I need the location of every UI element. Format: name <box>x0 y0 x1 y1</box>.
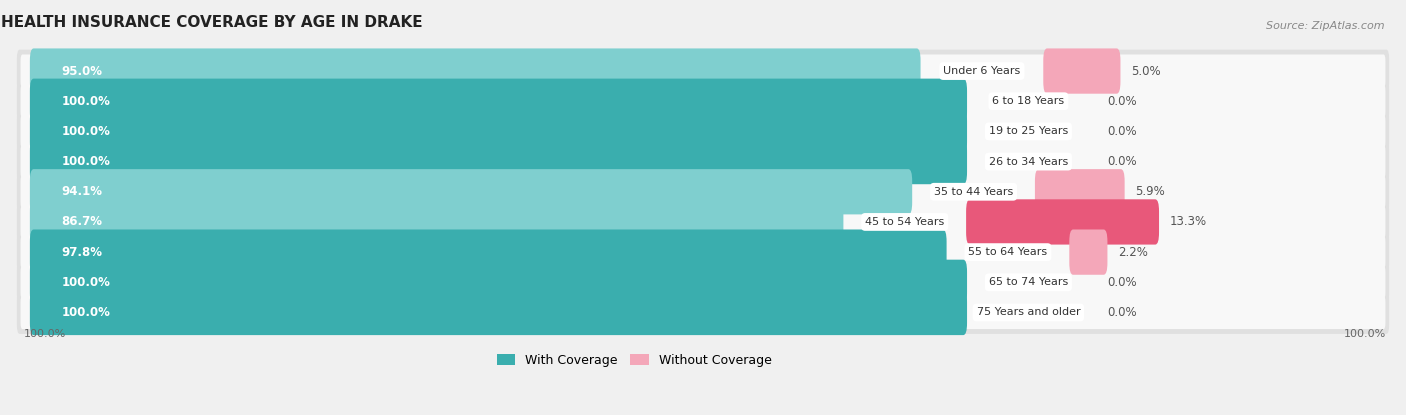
FancyBboxPatch shape <box>966 199 1159 244</box>
Text: 0.0%: 0.0% <box>1108 95 1137 108</box>
Text: 75 Years and older: 75 Years and older <box>977 308 1080 317</box>
FancyBboxPatch shape <box>17 110 1389 153</box>
Text: 2.2%: 2.2% <box>1118 246 1147 259</box>
FancyBboxPatch shape <box>21 54 1385 88</box>
Text: 65 to 74 Years: 65 to 74 Years <box>988 277 1069 287</box>
Text: 94.1%: 94.1% <box>62 185 103 198</box>
FancyBboxPatch shape <box>17 231 1389 273</box>
FancyBboxPatch shape <box>30 49 921 94</box>
Text: 97.8%: 97.8% <box>62 246 103 259</box>
FancyBboxPatch shape <box>21 145 1385 178</box>
Text: 86.7%: 86.7% <box>62 215 103 228</box>
Text: 0.0%: 0.0% <box>1108 155 1137 168</box>
FancyBboxPatch shape <box>17 80 1389 123</box>
Text: HEALTH INSURANCE COVERAGE BY AGE IN DRAKE: HEALTH INSURANCE COVERAGE BY AGE IN DRAK… <box>1 15 423 30</box>
FancyBboxPatch shape <box>30 109 967 154</box>
FancyBboxPatch shape <box>30 199 844 244</box>
Text: 55 to 64 Years: 55 to 64 Years <box>969 247 1047 257</box>
FancyBboxPatch shape <box>21 175 1385 208</box>
FancyBboxPatch shape <box>17 170 1389 213</box>
FancyBboxPatch shape <box>17 261 1389 304</box>
FancyBboxPatch shape <box>30 260 967 305</box>
Text: 0.0%: 0.0% <box>1108 125 1137 138</box>
FancyBboxPatch shape <box>30 229 946 275</box>
Legend: With Coverage, Without Coverage: With Coverage, Without Coverage <box>492 349 778 372</box>
Text: 35 to 44 Years: 35 to 44 Years <box>934 187 1014 197</box>
Text: 100.0%: 100.0% <box>24 329 66 339</box>
FancyBboxPatch shape <box>17 50 1389 93</box>
FancyBboxPatch shape <box>1043 49 1121 94</box>
Text: 0.0%: 0.0% <box>1108 276 1137 289</box>
Text: 19 to 25 Years: 19 to 25 Years <box>988 127 1069 137</box>
Text: 100.0%: 100.0% <box>62 306 110 319</box>
FancyBboxPatch shape <box>21 296 1385 329</box>
FancyBboxPatch shape <box>21 115 1385 148</box>
Text: Under 6 Years: Under 6 Years <box>943 66 1021 76</box>
FancyBboxPatch shape <box>17 140 1389 183</box>
Text: 45 to 54 Years: 45 to 54 Years <box>865 217 945 227</box>
FancyBboxPatch shape <box>17 200 1389 243</box>
FancyBboxPatch shape <box>21 266 1385 299</box>
FancyBboxPatch shape <box>21 236 1385 269</box>
Text: 100.0%: 100.0% <box>62 276 110 289</box>
Text: 100.0%: 100.0% <box>62 125 110 138</box>
Text: 100.0%: 100.0% <box>62 95 110 108</box>
Text: 100.0%: 100.0% <box>1344 329 1386 339</box>
Text: 0.0%: 0.0% <box>1108 306 1137 319</box>
FancyBboxPatch shape <box>30 139 967 184</box>
Text: 6 to 18 Years: 6 to 18 Years <box>993 96 1064 106</box>
Text: Source: ZipAtlas.com: Source: ZipAtlas.com <box>1267 21 1385 31</box>
FancyBboxPatch shape <box>21 205 1385 239</box>
Text: 5.9%: 5.9% <box>1135 185 1164 198</box>
Text: 5.0%: 5.0% <box>1130 65 1160 78</box>
FancyBboxPatch shape <box>30 169 912 215</box>
FancyBboxPatch shape <box>30 290 967 335</box>
FancyBboxPatch shape <box>30 78 967 124</box>
FancyBboxPatch shape <box>21 85 1385 118</box>
Text: 100.0%: 100.0% <box>62 155 110 168</box>
FancyBboxPatch shape <box>17 291 1389 334</box>
Text: 95.0%: 95.0% <box>62 65 103 78</box>
Text: 13.3%: 13.3% <box>1170 215 1206 228</box>
Text: 26 to 34 Years: 26 to 34 Years <box>988 156 1069 166</box>
FancyBboxPatch shape <box>1035 169 1125 215</box>
FancyBboxPatch shape <box>1070 229 1108 275</box>
